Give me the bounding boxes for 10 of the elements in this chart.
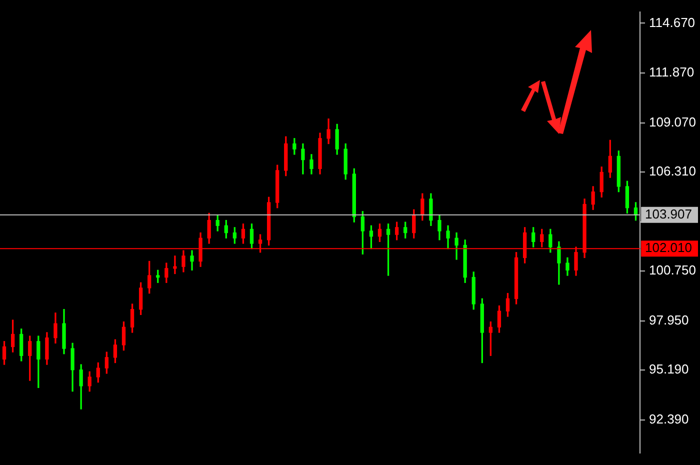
ref-line-label: 102.010 xyxy=(645,240,692,256)
y-tick-label: 106.310 xyxy=(649,164,696,179)
y-tick-label: 100.750 xyxy=(649,262,696,278)
y-tick-label: 111.870 xyxy=(649,64,694,80)
y-tick-label: 95.190 xyxy=(649,362,689,377)
y-tick-label: 109.070 xyxy=(649,114,696,130)
ref-line-label: 103.907 xyxy=(645,206,692,222)
y-tick-label: 114.670 xyxy=(649,14,696,30)
y-tick-label: 92.390 xyxy=(649,411,689,426)
y-tick-label: 97.950 xyxy=(649,312,689,328)
